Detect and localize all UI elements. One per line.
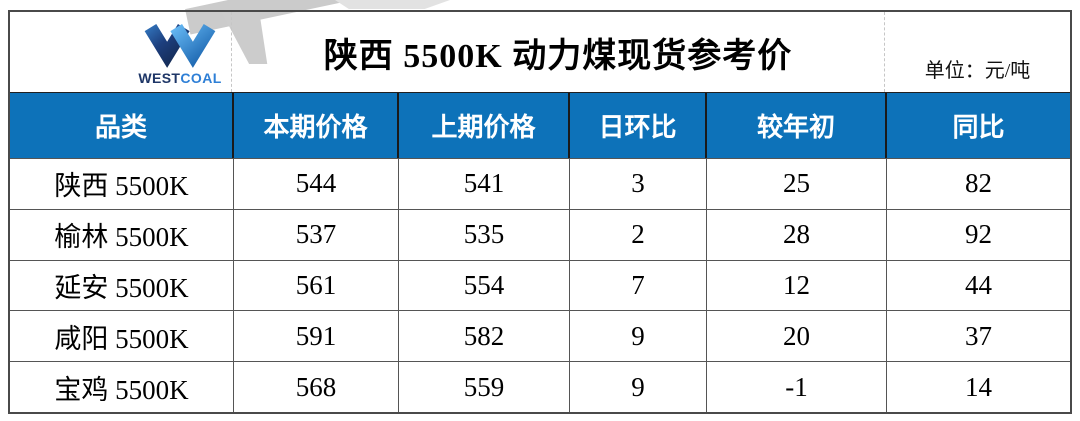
table-body: 陕西 5500K 544 541 3 25 82 榆林 5500K 537 53… (10, 158, 1070, 412)
cell-previous-price: 582 (399, 311, 570, 362)
title-row: WESTCOAL 陕西 5500K 动力煤现货参考价 单位：元/吨 (10, 12, 1070, 92)
cell-vs-year-start: 25 (707, 159, 887, 209)
cell-current-price: 561 (234, 260, 399, 311)
table-row-yanan: 延安 5500K 561 554 7 12 44 (10, 259, 1070, 311)
price-table: WESTCOAL 陕西 5500K 动力煤现货参考价 单位：元/吨 品类 本期价… (8, 10, 1072, 414)
cell-yoy: 44 (965, 269, 992, 300)
col-header-daily-change: 日环比 (570, 93, 707, 158)
cell-daily-change: 3 (570, 159, 707, 209)
westcoal-logo: WESTCOAL (135, 20, 225, 85)
logo-word-coal: COAL (180, 69, 222, 86)
cell-daily-change: 9 (570, 362, 707, 412)
cell-daily-change: 7 (570, 260, 707, 311)
col-header-yoy: 同比 (952, 113, 1005, 142)
cell-previous-price: 554 (399, 260, 570, 311)
unit-label: 单位：元/吨 (924, 60, 1031, 82)
cell-yoy: 82 (965, 168, 992, 199)
logo-wordmark: WESTCOAL (135, 71, 225, 85)
col-header-category: 品类 (10, 93, 234, 158)
table-row-shaanxi: 陕西 5500K 544 541 3 25 82 (10, 158, 1070, 209)
westcoal-w-icon (144, 23, 216, 68)
cell-previous-price: 559 (399, 362, 570, 412)
cell-current-price: 591 (234, 311, 399, 362)
cell-category: 榆林 5500K (10, 209, 234, 260)
cell-vs-year-start: 28 (707, 209, 887, 260)
table-row-xianyang: 咸阳 5500K 591 582 9 20 37 (10, 310, 1070, 362)
table-header-row: 品类 本期价格 上期价格 日环比 较年初 同比 (10, 92, 1070, 158)
logo-cell: WESTCOAL (10, 12, 232, 92)
col-header-current-price: 本期价格 (234, 93, 399, 158)
cell-category: 宝鸡 5500K (10, 362, 234, 412)
cell-category: 陕西 5500K (10, 159, 234, 209)
cell-current-price: 537 (234, 209, 399, 260)
table-row-baoji: 宝鸡 5500K 568 559 9 -1 14 (10, 361, 1070, 412)
cell-yoy: 92 (965, 219, 992, 250)
cell-yoy: 14 (965, 371, 992, 402)
cell-yoy: 37 (965, 320, 992, 351)
col-header-previous-price: 上期价格 (399, 93, 570, 158)
col-header-vs-year-start: 较年初 (707, 93, 887, 158)
page-title: 陕西 5500K 动力煤现货参考价 (232, 12, 885, 92)
logo-word-west: WEST (138, 69, 181, 86)
cell-current-price: 544 (234, 159, 399, 209)
cell-vs-year-start: 20 (707, 311, 887, 362)
cell-category: 咸阳 5500K (10, 311, 234, 362)
cell-previous-price: 541 (399, 159, 570, 209)
watermark-sliver (335, 0, 450, 9)
cell-daily-change: 2 (570, 209, 707, 260)
cell-category: 延安 5500K (10, 260, 234, 311)
cell-vs-year-start: -1 (707, 362, 887, 412)
cell-vs-year-start: 12 (707, 260, 887, 311)
cell-current-price: 568 (234, 362, 399, 412)
cell-previous-price: 535 (399, 209, 570, 260)
cell-daily-change: 9 (570, 311, 707, 362)
table-row-yulin: 榆林 5500K 537 535 2 28 92 (10, 208, 1070, 260)
